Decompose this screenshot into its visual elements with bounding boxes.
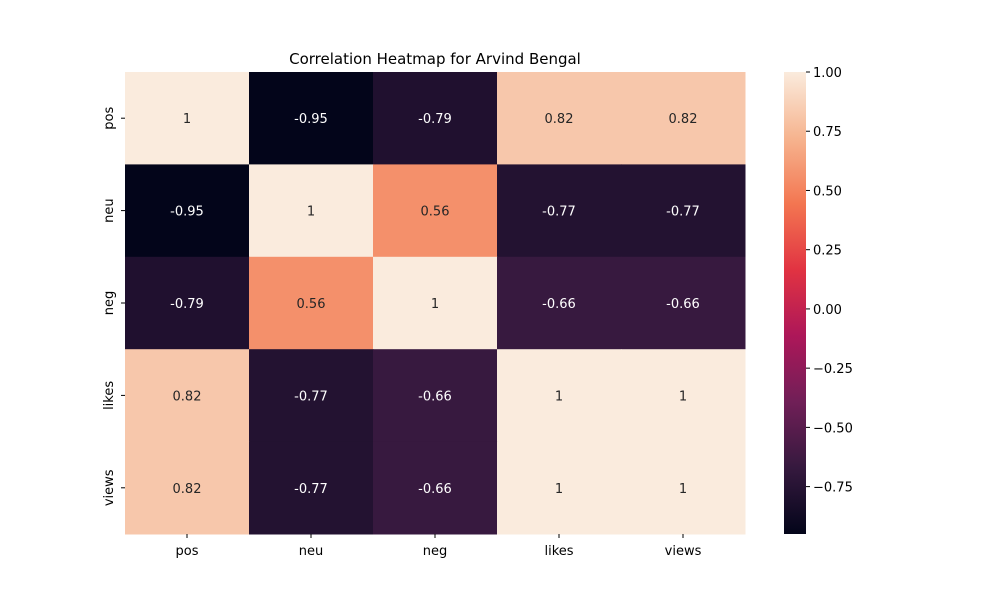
cell-value-label: -0.66 (542, 297, 576, 312)
cell-value-label: -0.95 (170, 205, 204, 220)
colorbar: 1.00 0.75 0.50 0.25 0.00 −0.25 −0.50 −0.75 (784, 66, 853, 534)
cell-value-label: -0.66 (418, 482, 452, 497)
heatmap-cell-pos-neg (373, 72, 498, 165)
colorbar-tick-label: −0.25 (813, 362, 853, 377)
cell-value-label: -0.79 (170, 297, 204, 312)
heatmap-cell-likes-likes (497, 349, 622, 443)
heatmap-cell-views-neu (249, 441, 374, 535)
colorbar-gradient (784, 72, 806, 534)
heatmap-cell-views-views (621, 441, 746, 535)
y-tick-label-likes: likes (102, 381, 117, 410)
heatmap-cell-likes-pos (125, 349, 250, 443)
cell-value-label: 1 (307, 205, 315, 220)
heatmap-cell-likes-views (621, 349, 746, 443)
heatmap-cell-pos-views (621, 72, 746, 165)
y-tick-label-neg: neg (102, 291, 117, 316)
heatmap-cell-neg-pos (125, 256, 250, 350)
cell-value-label: -0.77 (294, 482, 328, 497)
colorbar-tick-label: 0.75 (813, 125, 842, 140)
heatmap-cell-neu-neg (373, 164, 498, 258)
x-tick-label-views: views (665, 544, 702, 559)
heatmap-cell-views-neg (373, 441, 498, 535)
cell-value-label: 1 (555, 482, 563, 497)
heatmap-cell-pos-likes (497, 72, 622, 165)
cell-value-label: 0.56 (421, 205, 450, 220)
cell-value-label: -0.77 (294, 389, 328, 404)
y-tick-label-neu: neu (102, 198, 117, 222)
cell-value-label: -0.77 (542, 205, 576, 220)
x-tick-label-likes: likes (544, 544, 573, 559)
y-axis: pos neu neg likes views (102, 106, 125, 506)
heatmap-cell-views-likes (497, 441, 622, 535)
heatmap-cell-neg-neg (373, 256, 498, 350)
cell-value-label: 0.82 (669, 112, 698, 127)
cell-value-label: 1 (679, 389, 687, 404)
heatmap-cell-neu-likes (497, 164, 622, 258)
x-tick-label-neu: neu (299, 544, 323, 559)
heatmap-cell-neg-views (621, 256, 746, 350)
cell-value-label: 1 (183, 112, 191, 127)
cell-value-label: -0.66 (418, 389, 452, 404)
colorbar-tick-label: 0.25 (813, 244, 842, 259)
cell-value-label: 1 (555, 389, 563, 404)
heatmap-cell-neu-pos (125, 164, 250, 258)
x-tick-label-neg: neg (423, 544, 448, 559)
y-tick-label-pos: pos (102, 106, 117, 129)
cell-value-label: -0.66 (666, 297, 700, 312)
cell-value-label: 0.82 (173, 482, 202, 497)
heatmap-cell-neg-likes (497, 256, 622, 350)
heatmap-cells (125, 72, 746, 535)
cell-value-label: 0.82 (545, 112, 574, 127)
cell-value-label: 1 (431, 297, 439, 312)
cell-value-label: -0.95 (294, 112, 328, 127)
heatmap-cell-neu-views (621, 164, 746, 258)
colorbar-tick-label: −0.75 (813, 481, 853, 496)
colorbar-tick-label: 0.50 (813, 184, 842, 199)
cell-value-label: 0.56 (297, 297, 326, 312)
x-axis: pos neu neg likes views (176, 534, 702, 559)
heatmap-cell-pos-neu (249, 72, 374, 165)
cell-value-label: -0.79 (418, 112, 452, 127)
x-tick-label-pos: pos (176, 544, 199, 559)
colorbar-tick-label: 0.00 (813, 303, 842, 318)
cell-value-label: -0.77 (666, 205, 700, 220)
heatmap-cell-pos-pos (125, 72, 250, 165)
heatmap-cell-likes-neu (249, 349, 374, 443)
y-tick-label-views: views (102, 469, 117, 506)
chart-title: Correlation Heatmap for Arvind Bengal (289, 50, 581, 68)
heatmap-cell-views-pos (125, 441, 250, 535)
colorbar-tick-label: −0.50 (813, 421, 853, 436)
heatmap-cell-neu-neu (249, 164, 374, 258)
heatmap-cell-likes-neg (373, 349, 498, 443)
heatmap-cell-neg-neu (249, 256, 374, 350)
cell-value-label: 1 (679, 482, 687, 497)
colorbar-tick-label: 1.00 (813, 66, 842, 81)
cell-value-label: 0.82 (173, 389, 202, 404)
heatmap-cell-labels: 1 -0.95 -0.79 0.82 0.82 -0.95 1 0.56 -0.77 -0.77 -… (170, 112, 700, 497)
